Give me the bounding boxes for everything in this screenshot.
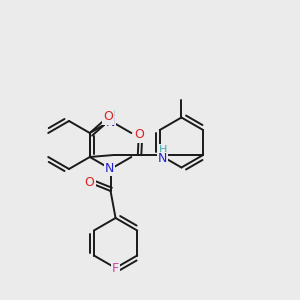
Text: O: O — [85, 176, 94, 190]
Text: O: O — [134, 128, 144, 142]
Text: H: H — [106, 110, 115, 120]
Text: F: F — [112, 262, 119, 275]
Text: N: N — [106, 116, 115, 130]
Text: H: H — [159, 145, 167, 155]
Text: N: N — [105, 161, 114, 175]
Text: N: N — [158, 152, 167, 166]
Text: O: O — [103, 110, 113, 124]
